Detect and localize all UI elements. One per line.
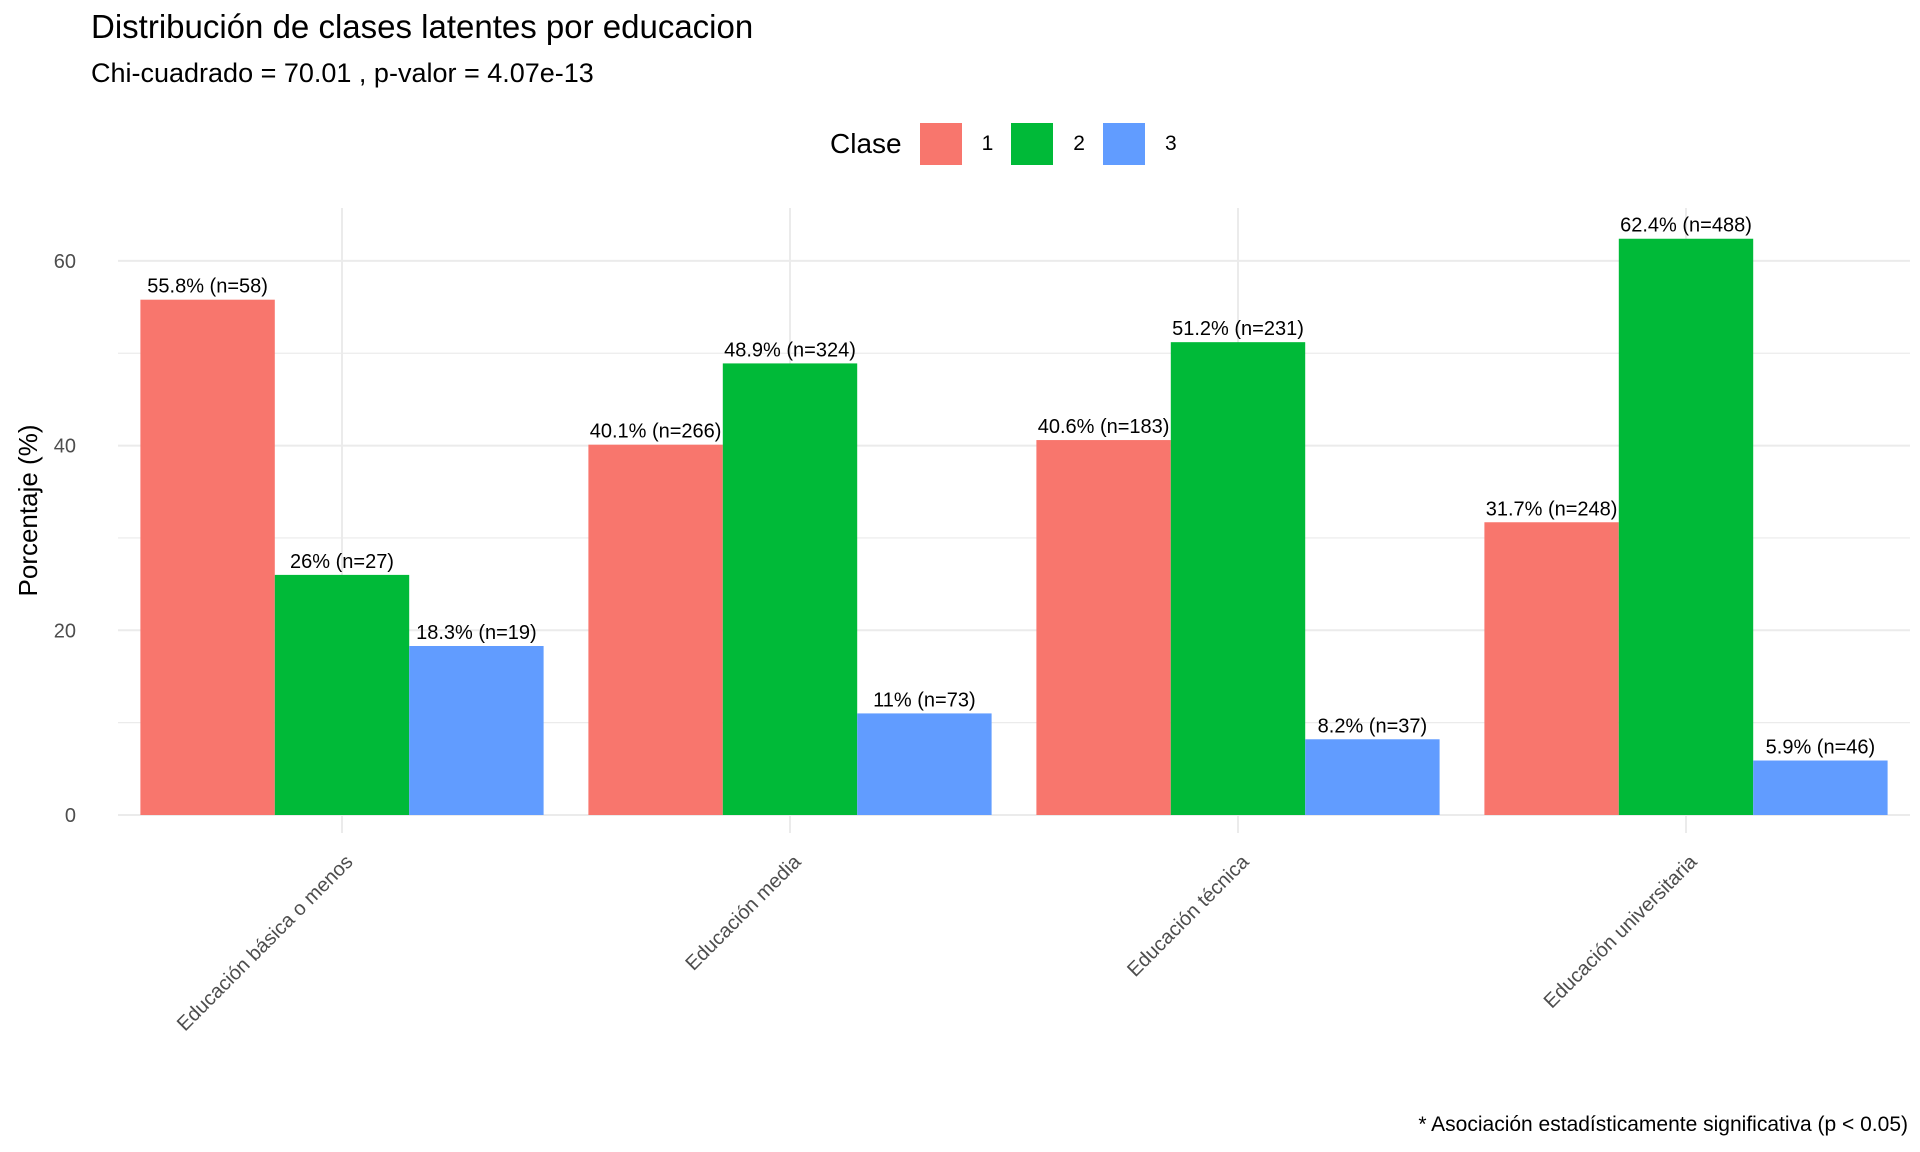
bars-layer [140,238,1888,816]
bar-series-3-1 [409,645,544,815]
x-tick-label: Educación media [681,850,806,975]
bar-series-1-3 [1036,440,1171,815]
bar-series-1-1 [140,299,275,815]
legend-swatch-3 [1102,123,1145,165]
bar-series-1-4 [1484,522,1619,815]
legend-item-2: 2 [1011,123,1085,165]
legend-item-3: 3 [1102,123,1177,165]
labels-layer: 55.8% (n=58) 40.1% (n=266) 40.6% (n=183) 31… [147,215,1875,759]
data-label: 18.3% (n=19) [416,622,537,644]
data-label: 11% (n=73) [873,689,975,711]
data-label: 5.9% (n=46) [1766,737,1876,759]
bar-series-2-2 [722,363,858,815]
data-label: 48.9% (n=324) [724,339,856,361]
bar-series-2-1 [274,574,410,815]
data-label: 40.1% (n=266) [590,421,722,443]
bar-series-1-2 [588,444,723,815]
legend-label-2: 2 [1073,132,1085,155]
legend-item-1: 1 [919,123,994,165]
legend-label-1: 1 [981,132,994,155]
legend-swatch-2 [1011,123,1054,165]
legend-title: Clase [830,128,902,159]
bar-series-3-2 [857,713,992,815]
data-label: 51.2% (n=231) [1172,318,1304,340]
data-label: 31.7% (n=248) [1486,498,1618,520]
x-tick-label: Educación universitaria [1540,850,1702,1012]
legend-label-3: 3 [1164,132,1177,155]
legend-swatch-1 [919,123,962,165]
data-label: 40.6% (n=183) [1038,416,1170,438]
chart-caption: * Asociación estadísticamente significat… [1418,1113,1908,1136]
y-tick-label: 60 [54,251,76,273]
chart-subtitle: Chi-cuadrado = 70.01 , p-valor = 4.07e-1… [91,58,594,88]
data-label: 26% (n=27) [290,551,394,573]
data-label: 62.4% (n=488) [1620,215,1752,237]
bar-series-2-4 [1618,238,1754,816]
y-tick-label: 20 [54,620,76,642]
x-tick-label: Educación básica o menos [173,851,358,1036]
legend: Clase 1 2 3 [830,122,1195,166]
x-tick-label: Educación técnica [1123,850,1254,981]
bar-series-3-4 [1753,760,1888,815]
chart-title: Distribución de clases latentes por educ… [91,8,754,45]
bar-series-3-3 [1305,739,1440,815]
data-label: 55.8% (n=58) [147,276,268,298]
y-axis-title: Porcentaje (%) [13,425,43,597]
y-tick-label: 0 [65,805,76,827]
y-tick-label: 40 [54,436,76,458]
data-label: 8.2% (n=37) [1318,715,1428,737]
bar-series-2-3 [1170,342,1306,815]
